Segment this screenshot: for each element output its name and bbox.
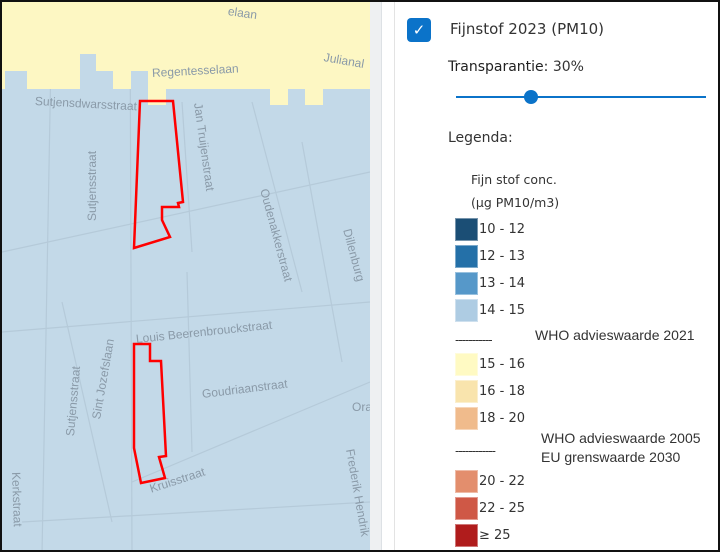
legend-item: 18 - 20 [455, 405, 559, 432]
street-label: Kerkstraat [9, 471, 25, 527]
separator-label: WHO advieswaarde 2021 [535, 327, 695, 343]
legend-item: 13 - 14 [455, 270, 559, 297]
legend-subtitle: Fijn stof conc. [471, 172, 557, 187]
legend-title: Legenda: [448, 130, 513, 146]
plan-area-south[interactable] [132, 342, 168, 485]
panel-splitter[interactable] [370, 2, 382, 550]
slider-track[interactable] [456, 96, 706, 98]
checkmark-icon: ✓ [412, 21, 426, 39]
legend-swatch [455, 524, 478, 547]
legend-swatch [455, 407, 478, 430]
legend-item: 15 - 16 [455, 351, 559, 378]
layer-panel: ✓ Fijnstof 2023 (PM10) Transparantie: 30… [394, 2, 718, 550]
separator-label: EU grenswaarde 2030 [541, 449, 681, 465]
legend-swatch [455, 245, 478, 268]
legend-item: 22 - 25 [455, 495, 559, 522]
legend-item: 12 - 13 [455, 243, 559, 270]
legend-swatch [455, 497, 478, 520]
street-label: Ora [352, 400, 370, 414]
legend-label: 14 - 15 [479, 303, 526, 318]
legend-label: 10 - 12 [479, 222, 526, 237]
legend-swatch [455, 299, 478, 322]
legend-label: 22 - 25 [479, 501, 526, 516]
slider-handle[interactable] [524, 90, 538, 104]
legend-unit: (µg PM10/m3) [471, 195, 560, 210]
layer-label[interactable]: Fijnstof 2023 (PM10) [450, 20, 605, 38]
dashed-line: ------------ [455, 444, 496, 458]
plan-area-north[interactable] [132, 99, 185, 250]
legend-label: 18 - 20 [479, 411, 526, 426]
transparency-label: Transparantie: 30% [448, 59, 584, 75]
legend-label: 20 - 22 [479, 474, 526, 489]
legend-item: 16 - 18 [455, 378, 559, 405]
legend-item: 10 - 12 [455, 216, 559, 243]
legend-separator: ------------ WHO advieswaarde 2005 EU gr… [455, 430, 701, 468]
legend-swatch [455, 272, 478, 295]
street-label: Sutjensstraat [85, 150, 99, 221]
legend-label: 16 - 18 [479, 384, 526, 399]
legend-swatch [455, 470, 478, 493]
map-view[interactable]: elaan Regentesselaan Julianal Sutjensdwa… [2, 2, 370, 550]
legend-item: 14 - 15 [455, 297, 559, 324]
transparency-value: 30% [552, 59, 584, 75]
legend-item: 20 - 22 [455, 468, 559, 495]
legend-label: ≥ 25 [479, 528, 511, 543]
street-lines [2, 2, 370, 550]
map-canvas [2, 2, 370, 550]
legend-label: 13 - 14 [479, 276, 526, 291]
legend-swatch [455, 380, 478, 403]
legend-separator: ----------- WHO advieswaarde 2021 [455, 324, 695, 351]
legend-swatch [455, 353, 478, 376]
dashed-line: ----------- [455, 333, 493, 347]
legend-swatch [455, 218, 478, 241]
transparency-slider[interactable] [456, 90, 706, 104]
separator-label: WHO advieswaarde 2005 [541, 430, 701, 446]
legend-item: ≥ 25 [455, 522, 559, 549]
layer-checkbox[interactable]: ✓ [407, 18, 431, 42]
legend-label: 15 - 16 [479, 357, 526, 372]
pm-zone-15-16 [2, 2, 370, 105]
legend: Fijn stof conc. (µg PM10/m3) 10 - 12 12 -… [455, 166, 701, 549]
legend-label: 12 - 13 [479, 249, 526, 264]
